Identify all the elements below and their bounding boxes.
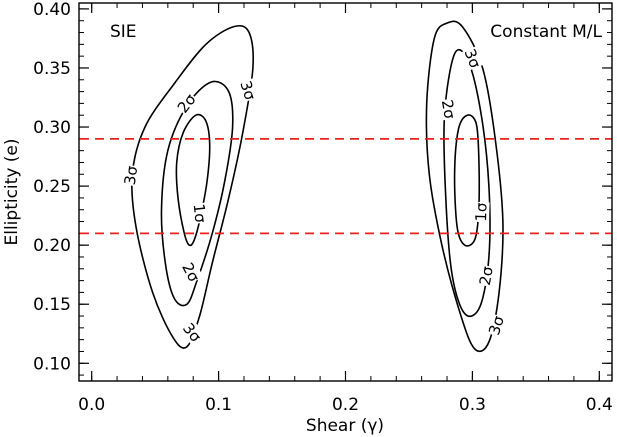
contour-label-gap (173, 89, 200, 117)
contour-level-label: 1σ (472, 202, 491, 222)
contour-sie-3sigma (130, 24, 254, 349)
y-tick-label: 0.20 (33, 236, 71, 256)
y-tick-label: 0.15 (33, 295, 71, 315)
y-tick-label: 0.10 (33, 354, 71, 374)
tick-labels: 0.0 0.1 0.2 0.3 0.4 0.10 0.15 0.20 0.25 0.30 0.35 0… (33, 0, 613, 415)
contour-level-label: 2σ (178, 260, 203, 286)
x-tick-label: 0.4 (586, 395, 613, 415)
y-tick-label: 0.30 (33, 118, 71, 138)
contour-label-gap (438, 97, 459, 121)
contour-level-label: 1σ (190, 203, 210, 224)
contour-level-label: 3σ (179, 320, 205, 346)
contour-constant-ml-2sigma (443, 49, 491, 318)
x-tick-label: 0.2 (332, 395, 359, 415)
contour-constant-ml-3sigma (425, 20, 504, 353)
contour-label-gap (461, 45, 485, 71)
contour-sie-1sigma (175, 113, 211, 247)
contour-label-gap (190, 202, 210, 225)
y-tick-label: 0.40 (33, 0, 71, 20)
contour-label-gap (484, 313, 508, 338)
contour-level-label: 2σ (438, 98, 459, 120)
contour-label-gap (179, 319, 206, 346)
axis-ticks (79, 3, 612, 381)
contour-label-gap (237, 78, 260, 103)
y-axis-title: Ellipticity (e) (2, 138, 22, 245)
contour-level-label: 2σ (476, 264, 497, 286)
panel-label-sie: SIE (110, 22, 137, 42)
contour-label-gap (475, 264, 496, 288)
y-tick-label: 0.25 (33, 177, 71, 197)
contour-label-gap (471, 201, 490, 223)
x-tick-label: 0.1 (205, 395, 232, 415)
x-axis-title: Shear (γ) (306, 416, 384, 436)
contour-label-gap (178, 259, 204, 285)
contour-level-label: 3σ (460, 46, 484, 71)
contour-constant-ml-1sigma (453, 114, 480, 247)
contours (130, 20, 504, 353)
plot-frame (78, 2, 613, 382)
x-tick-label: 0.0 (78, 395, 105, 415)
contour-label-gap (120, 164, 141, 187)
y-tick-label: 0.35 (33, 59, 71, 79)
contour-level-label: 3σ (236, 79, 259, 103)
panel-label-constant-ml: Constant M/L (490, 22, 602, 42)
contour-level-label: 3σ (485, 313, 508, 337)
x-tick-label: 0.3 (459, 395, 486, 415)
contour-sie-2sigma (160, 80, 234, 307)
contour-level-label: 3σ (121, 164, 142, 186)
reference-lines (80, 137, 611, 235)
